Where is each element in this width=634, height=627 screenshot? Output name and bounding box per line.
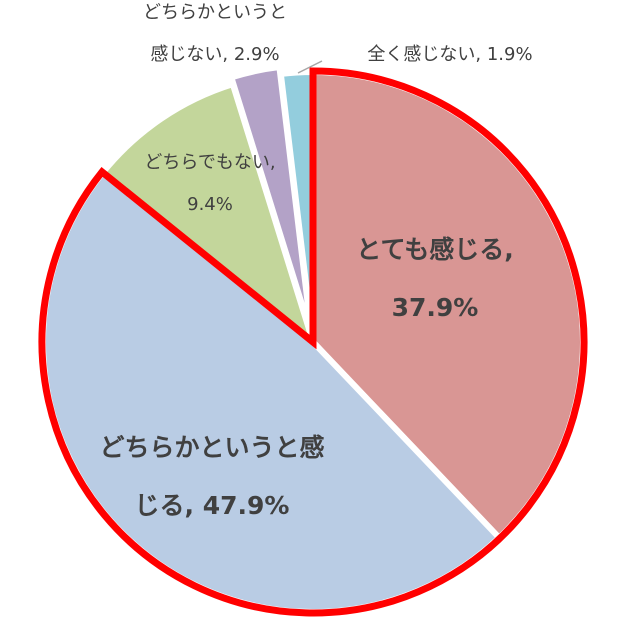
slice-label-1-line-1: とても感じる, [356,235,514,264]
highlight-outline [38,67,588,617]
pie-slice-4 [228,64,315,339]
slice-label-2-line-1: どちらかというと感 [99,433,324,462]
slice-label-1-line-2: 37.9% [392,293,479,322]
slice-label-5-line-1: 全く感じない, 1.9% [367,44,532,65]
slice-label-4-line-2: 感じない, 2.9% [150,44,279,65]
pie-slice-3 [99,81,316,345]
slice-label-3-line-1: どちらでもない, [144,152,275,173]
slice-label-4-line-1: どちらかというと [143,2,287,23]
leader-line [297,60,323,74]
pie-slices [40,64,586,615]
highlight-outline-group [38,67,588,617]
slice-label-2-line-2: じる, 47.9% [135,491,290,520]
slice-label-3-line-2: 9.4% [187,194,233,215]
